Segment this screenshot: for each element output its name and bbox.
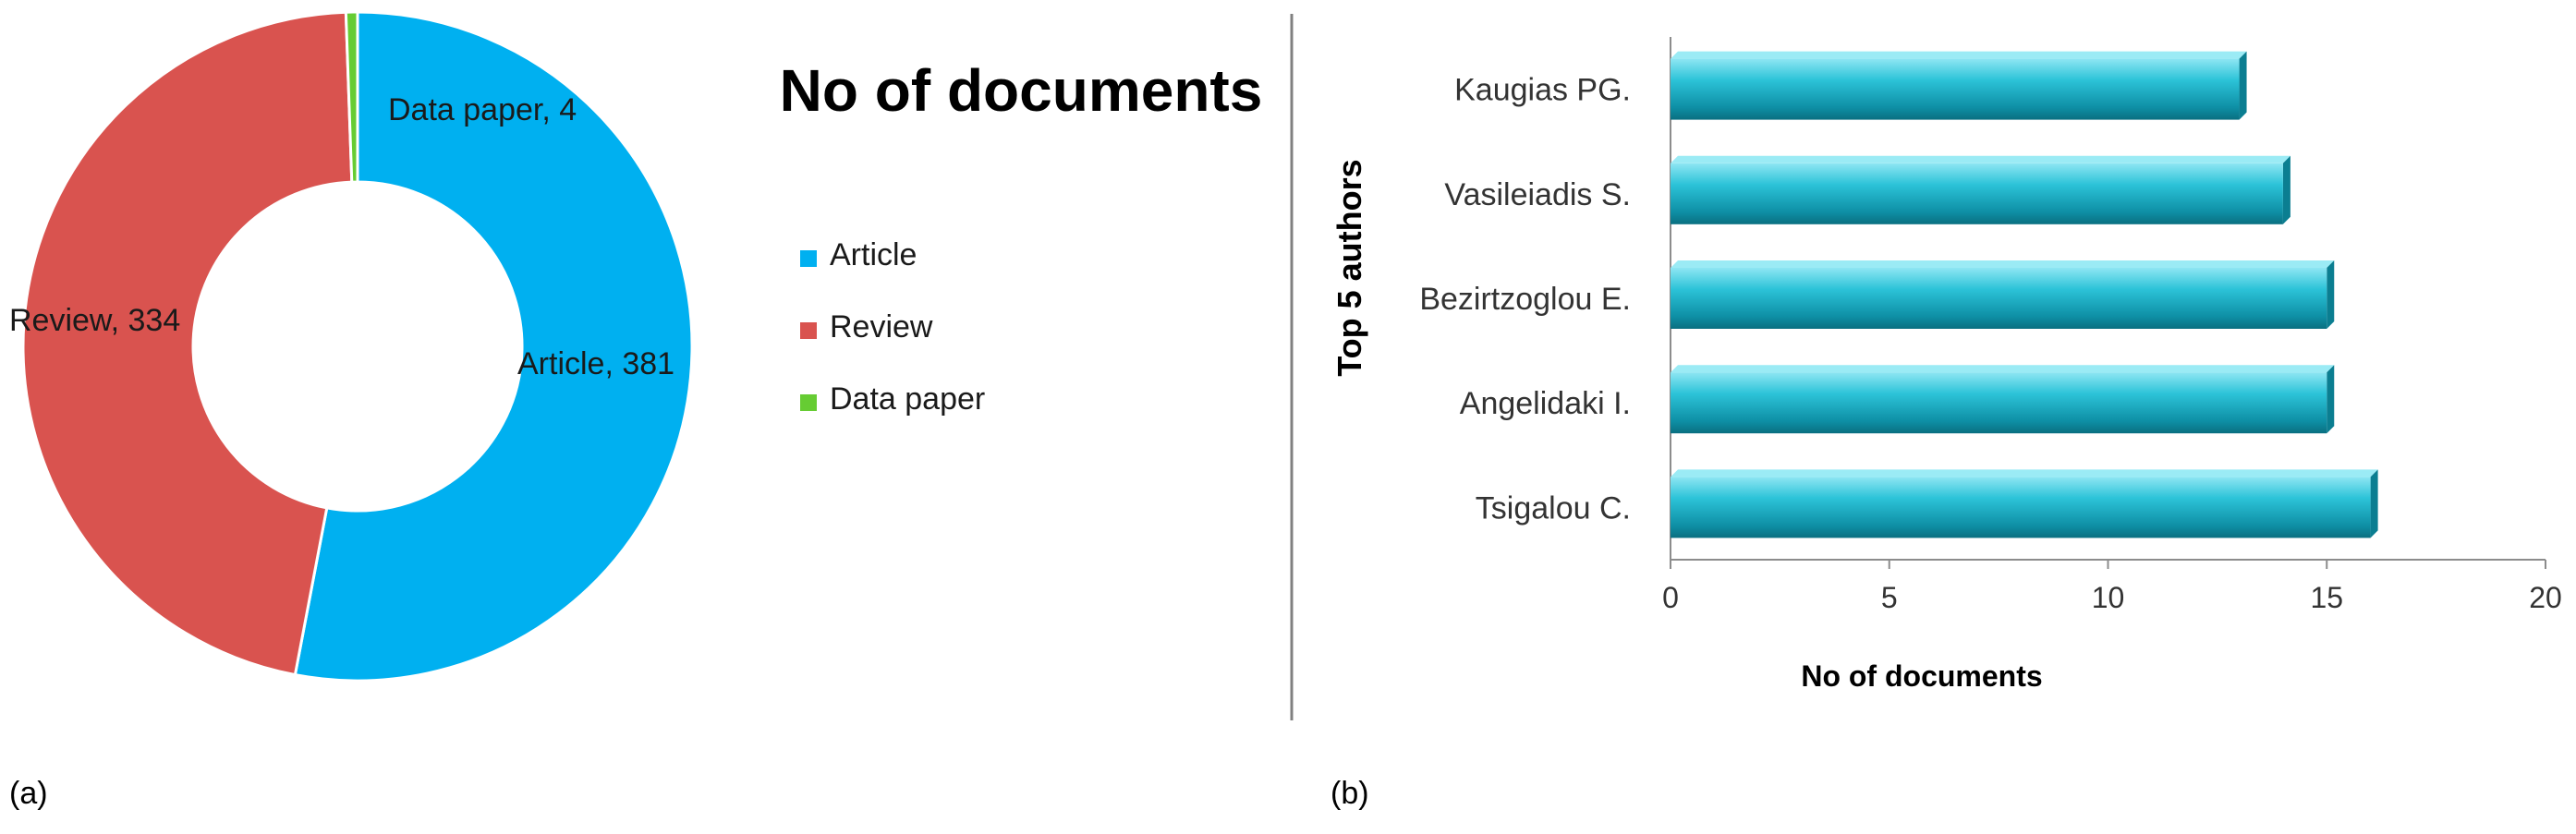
bar-angelidaki-i — [1671, 372, 2327, 434]
legend-entry: Review — [830, 309, 933, 344]
donut-slice-data-paper — [344, 10, 359, 184]
bar-end-face — [2327, 260, 2335, 329]
bar-top-face — [1671, 260, 2335, 268]
donut-data-label: Review, 334 — [9, 303, 180, 338]
bar-top-face — [1671, 155, 2290, 163]
y-category-label: Tsigalou C. — [1476, 490, 1631, 526]
x-tick-label: 20 — [2529, 581, 2562, 614]
y-category-label: Kaugias PG. — [1454, 73, 1631, 108]
x-tick-label: 0 — [1662, 581, 1679, 614]
bar-chart-x-axis-label: No of documents — [1801, 659, 2042, 693]
bar-end-face — [2239, 51, 2247, 120]
bar-top-face — [1671, 51, 2247, 59]
panel-label-a: (a) — [9, 776, 48, 811]
bar-bezirtzoglou-e — [1671, 268, 2327, 329]
bar-end-face — [2327, 365, 2335, 434]
bar-end-face — [2370, 469, 2378, 538]
y-category-label: Bezirtzoglou E. — [1419, 282, 1631, 317]
bar-kaugias-pg — [1671, 58, 2240, 120]
bar-top-face — [1671, 365, 2335, 373]
bar-end-face — [2282, 155, 2290, 224]
legend-swatch — [800, 394, 817, 411]
donut-slice-article — [293, 10, 694, 683]
legend-swatch — [800, 250, 817, 267]
donut-chart-title: No of documents — [780, 57, 1263, 124]
donut-data-label: Article, 381 — [517, 346, 674, 381]
bar-chart: 0 5 10 15 20 Tsigalou C. Angelidaki I. Bezirtzo… — [1419, 37, 2562, 614]
panel-label-b: (b) — [1331, 776, 1369, 811]
x-tick-label: 10 — [2092, 581, 2125, 614]
bar-top-face — [1671, 469, 2378, 477]
legend-entry: Article — [830, 237, 917, 272]
legend-swatch — [800, 322, 817, 339]
donut-slice-review — [21, 10, 354, 677]
x-tick-label: 5 — [1881, 581, 1898, 614]
bar-vasileiadis-s — [1671, 163, 2283, 224]
bar-tsigalou-c — [1671, 477, 2371, 538]
x-tick-label: 15 — [2310, 581, 2343, 614]
y-category-label: Vasileiadis S. — [1444, 177, 1631, 212]
donut-legend: Article Review Data paper — [800, 237, 985, 417]
donut-data-label: Data paper, 4 — [388, 92, 577, 127]
donut-chart: Article, 381 Review, 334 Data paper, 4 — [9, 10, 694, 683]
legend-entry: Data paper — [830, 381, 985, 417]
bar-chart-y-axis-label: Top 5 authors — [1331, 159, 1368, 376]
y-category-label: Angelidaki I. — [1460, 386, 1631, 421]
